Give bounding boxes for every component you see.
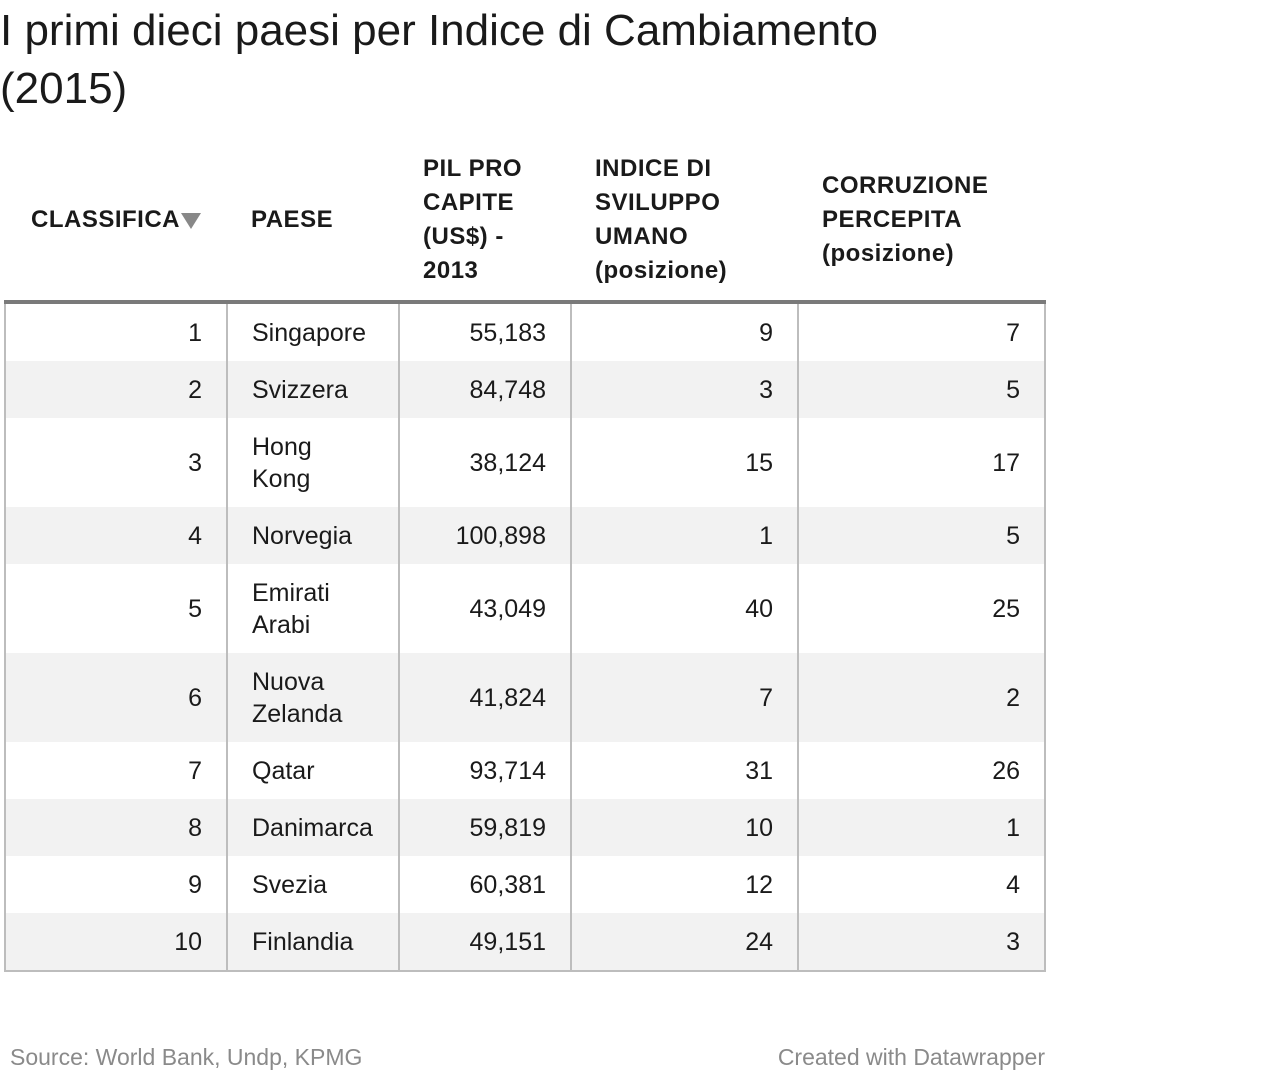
table-row: 5 Emirati Arabi 43,049 40 25 (4, 564, 1046, 653)
column-header-gdp-label: PIL PRO CAPITE (US$) - 2013 (423, 155, 523, 284)
cell-country: Hong Kong (226, 418, 400, 507)
cell-gdp: 60,381 (398, 856, 572, 913)
cell-corruption: 26 (797, 742, 1046, 799)
cell-rank: 4 (4, 507, 228, 564)
cell-gdp: 38,124 (398, 418, 572, 507)
cell-corruption: 5 (797, 361, 1046, 418)
cell-rank: 10 (4, 913, 228, 972)
table-row: 9 Svezia 60,381 12 4 (4, 856, 1046, 913)
cell-country: Svizzera (226, 361, 400, 418)
triangle-down-icon (181, 213, 201, 229)
table-row: 4 Norvegia 100,898 1 5 (4, 507, 1046, 564)
cell-gdp: 49,151 (398, 913, 572, 972)
cell-gdp: 41,824 (398, 653, 572, 742)
cell-country: Norvegia (226, 507, 400, 564)
cell-hdi: 40 (570, 564, 799, 653)
cell-rank: 1 (4, 302, 228, 361)
cell-gdp: 43,049 (398, 564, 572, 653)
cell-hdi: 7 (570, 653, 799, 742)
cell-gdp: 100,898 (398, 507, 572, 564)
cell-gdp: 55,183 (398, 302, 572, 361)
column-header-hdi[interactable]: INDICE DI SVILUPPO UMANO (posizione) (571, 140, 798, 304)
chart-title: I primi dieci paesi per Indice di Cambia… (0, 6, 878, 113)
cell-rank: 9 (4, 856, 228, 913)
column-header-country[interactable]: PAESE (227, 140, 399, 304)
cell-country: Nuova Zelanda (226, 653, 400, 742)
cell-gdp: 93,714 (398, 742, 572, 799)
credit-note: Created with Datawrapper (777, 1044, 1045, 1070)
cell-country: Emirati Arabi (226, 564, 400, 653)
cell-hdi: 1 (570, 507, 799, 564)
cell-rank: 2 (4, 361, 228, 418)
table-row: 2 Svizzera 84,748 3 5 (4, 361, 1046, 418)
table-row: 1 Singapore 55,183 9 7 (4, 302, 1046, 361)
column-header-corruption[interactable]: CORRUZIONE PERCEPITA (posizione) (798, 140, 1045, 304)
cell-corruption: 17 (797, 418, 1046, 507)
cell-hdi: 9 (570, 302, 799, 361)
cell-hdi: 15 (570, 418, 799, 507)
cell-rank: 5 (4, 564, 228, 653)
header-row: CLASSIFICA PAESE PIL PRO CAPITE (US$) - … (5, 140, 1045, 304)
cell-rank: 3 (4, 418, 228, 507)
column-header-rank[interactable]: CLASSIFICA (5, 140, 227, 304)
table-row: 10 Finlandia 49,151 24 3 (4, 913, 1046, 972)
column-header-gdp[interactable]: PIL PRO CAPITE (US$) - 2013 (399, 140, 571, 304)
cell-rank: 6 (4, 653, 228, 742)
table-row: 7 Qatar 93,714 31 26 (4, 742, 1046, 799)
cell-country: Finlandia (226, 913, 400, 972)
table-row: 6 Nuova Zelanda 41,824 7 2 (4, 653, 1046, 742)
cell-hdi: 12 (570, 856, 799, 913)
cell-gdp: 84,748 (398, 361, 572, 418)
cell-country: Danimarca (226, 799, 400, 856)
cell-corruption: 2 (797, 653, 1046, 742)
column-header-corruption-label: CORRUZIONE PERCEPITA (posizione) (822, 172, 989, 267)
cell-country: Singapore (226, 302, 400, 361)
cell-country: Svezia (226, 856, 400, 913)
cell-corruption: 3 (797, 913, 1046, 972)
column-header-country-label: PAESE (251, 206, 334, 233)
cell-rank: 8 (4, 799, 228, 856)
cell-hdi: 3 (570, 361, 799, 418)
column-header-hdi-label: INDICE DI SVILUPPO UMANO (posizione) (595, 155, 728, 284)
cell-corruption: 1 (797, 799, 1046, 856)
cell-corruption: 4 (797, 856, 1046, 913)
cell-rank: 7 (4, 742, 228, 799)
table-row: 3 Hong Kong 38,124 15 17 (4, 418, 1046, 507)
data-table-container: CLASSIFICA PAESE PIL PRO CAPITE (US$) - … (4, 140, 1046, 972)
cell-country: Qatar (226, 742, 400, 799)
source-note: Source: World Bank, Undp, KPMG (10, 1044, 363, 1070)
data-table: CLASSIFICA PAESE PIL PRO CAPITE (US$) - … (4, 140, 1046, 972)
table-header: CLASSIFICA PAESE PIL PRO CAPITE (US$) - … (5, 140, 1045, 304)
cell-corruption: 7 (797, 302, 1046, 361)
cell-hdi: 10 (570, 799, 799, 856)
column-header-rank-label: CLASSIFICA (31, 206, 180, 233)
table-row: 8 Danimarca 59,819 10 1 (4, 799, 1046, 856)
cell-hdi: 24 (570, 913, 799, 972)
cell-gdp: 59,819 (398, 799, 572, 856)
cell-corruption: 5 (797, 507, 1046, 564)
cell-hdi: 31 (570, 742, 799, 799)
cell-corruption: 25 (797, 564, 1046, 653)
table-body: 1 Singapore 55,183 9 7 2 Svizzera 84,748 3 5 3 Hong… (4, 302, 1046, 972)
